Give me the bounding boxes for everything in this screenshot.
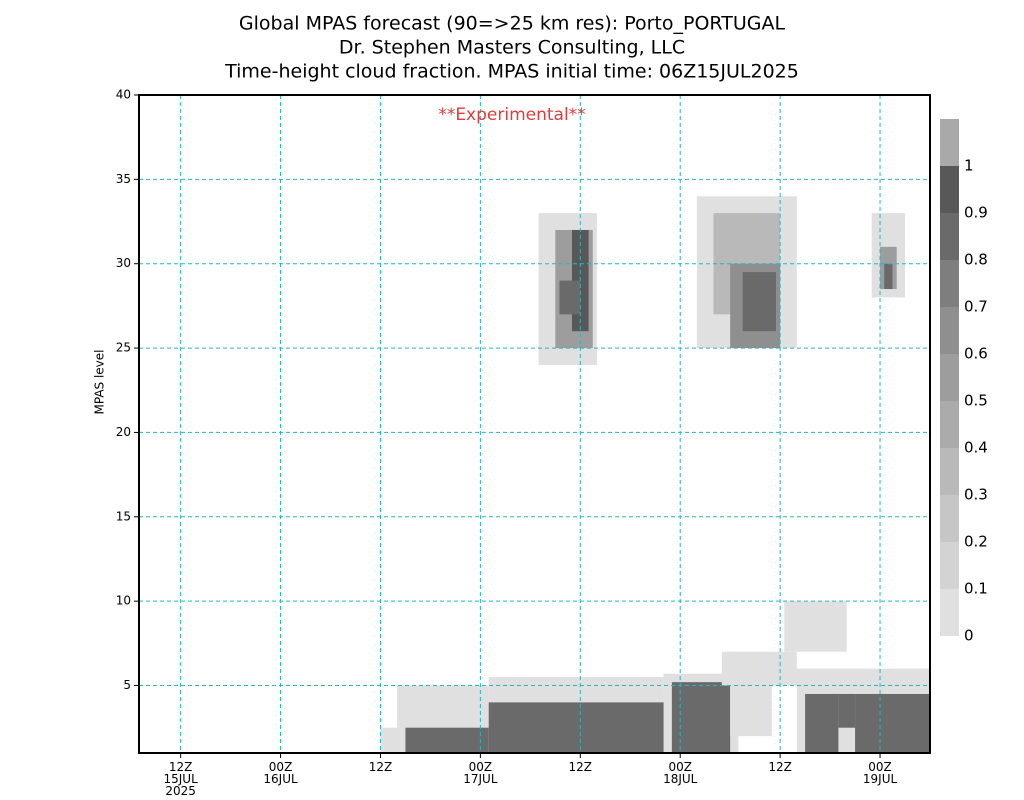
colorbar-label: 0.5 [964, 392, 988, 410]
y-tick-label: 25 [116, 341, 131, 355]
y-tick-label: 5 [123, 678, 131, 692]
x-tick-label: 12Z [568, 760, 593, 774]
cloud-cell [838, 693, 856, 728]
y-tick-label: 40 [116, 88, 131, 102]
colorbar-label: 0.4 [964, 439, 988, 457]
colorbar-box [940, 166, 959, 213]
title-line: Dr. Stephen Masters Consulting, LLC [339, 37, 685, 59]
x-tick-label: 00Z 17JUL [463, 760, 498, 786]
x-tick-label: 12Z 15JUL 2025 [163, 760, 198, 798]
colorbar-box [940, 495, 959, 542]
y-tick-label: 30 [116, 256, 131, 270]
y-tick-label: 35 [116, 172, 131, 186]
colorbar-label: 0 [964, 627, 974, 645]
cloud-cell [405, 727, 489, 753]
colorbar-box [940, 542, 959, 589]
colorbar-box [940, 119, 959, 166]
x-tick-label: 00Z 16JUL [263, 760, 298, 786]
x-tick-label: 00Z 19JUL [862, 760, 898, 786]
x-tick-label: 12Z [368, 760, 393, 774]
colorbar-box [940, 307, 959, 354]
colorbar-box [940, 401, 959, 448]
colorbar-box [940, 448, 959, 495]
cloud-cell [805, 693, 839, 753]
x-tick-label: 12Z [768, 760, 792, 774]
cloud-cell [671, 682, 731, 753]
colorbar-label: 0.1 [964, 580, 988, 598]
y-axis-label: MPAS level [93, 350, 107, 415]
colorbar-label: 0.9 [964, 204, 988, 222]
cloud-cell [559, 280, 581, 315]
y-tick-label: 15 [116, 509, 131, 523]
x-tick-label: 00Z 18JUL [663, 760, 698, 786]
colorbar-label: 0.8 [964, 251, 988, 269]
cloud-cell [784, 601, 847, 652]
colorbar-box [940, 354, 959, 401]
cloud-cell [884, 263, 893, 290]
colorbar-label: 0.2 [964, 533, 988, 551]
annotation: **Experimental** [438, 105, 585, 125]
colorbar-label: 0.3 [964, 486, 988, 504]
title-line: Global MPAS forecast (90=>25 km res): Po… [239, 13, 786, 35]
colorbar-label: 1 [964, 157, 974, 175]
cloud-cell [855, 693, 930, 753]
colorbar-box [940, 213, 959, 260]
cloud-cell [742, 272, 776, 332]
y-tick-label: 20 [116, 425, 131, 439]
colorbar-label: 0.7 [964, 298, 988, 316]
y-tick-label: 10 [116, 594, 131, 608]
plot-frame [138, 94, 931, 754]
colorbar-box [940, 589, 959, 636]
title-line: Time-height cloud fraction. MPAS initial… [224, 61, 799, 83]
cloud-cell [780, 668, 930, 686]
colorbar-box [940, 260, 959, 307]
colorbar-label: 0.6 [964, 345, 988, 363]
